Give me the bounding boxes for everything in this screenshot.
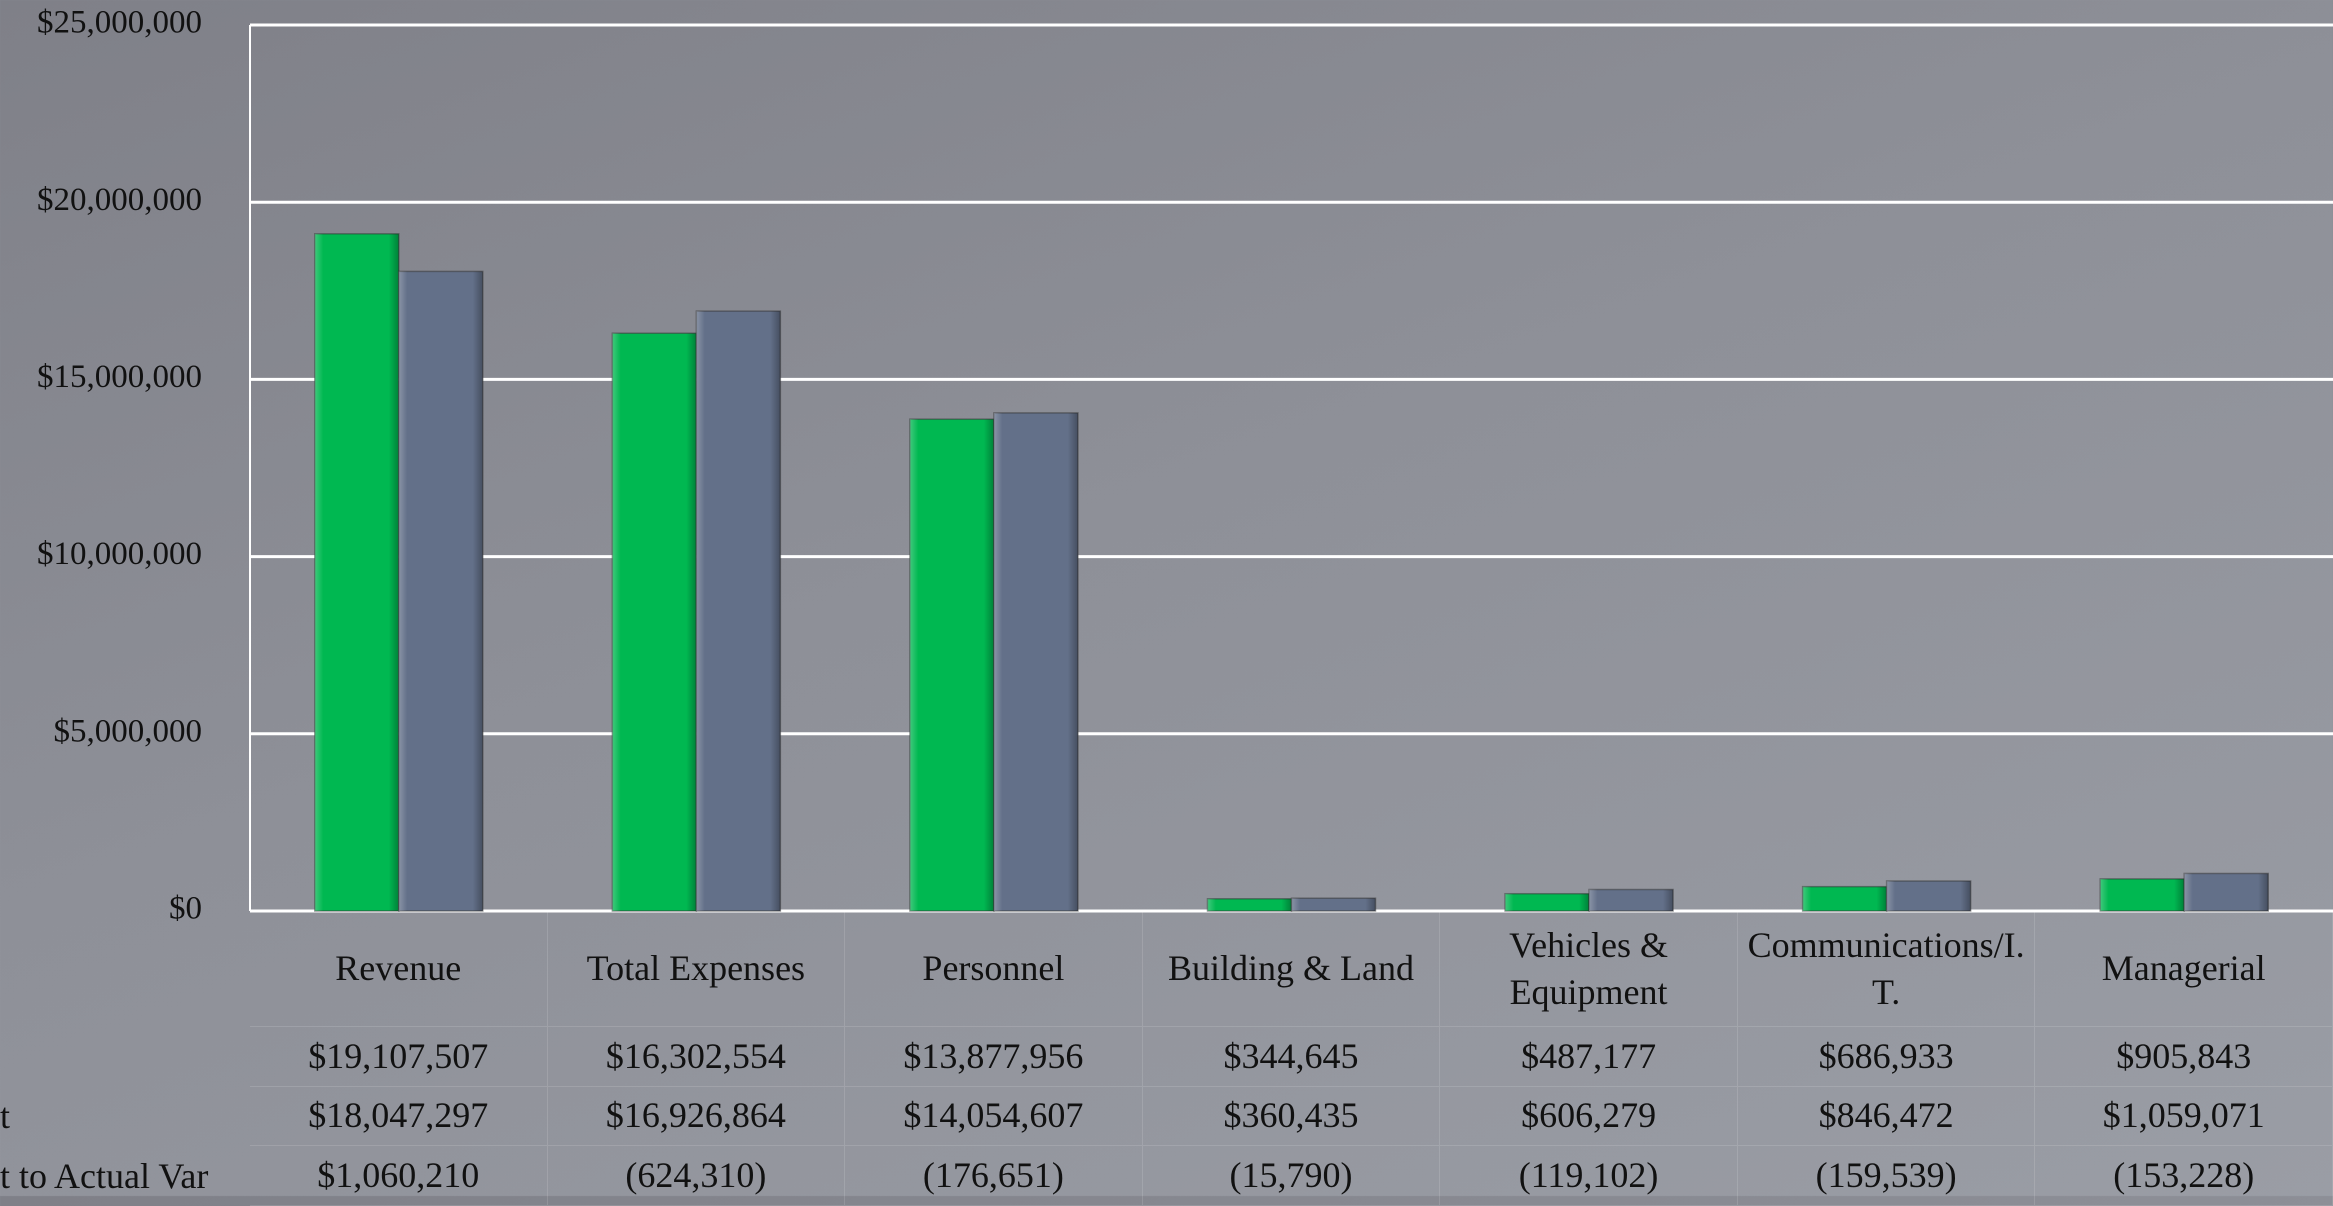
x-tick-label: Total Expenses <box>547 911 846 1027</box>
x-tick-label: Managerial <box>2035 911 2333 1027</box>
table-value: $16,926,864 <box>547 1086 846 1146</box>
bar-shade <box>612 333 697 911</box>
bar-shade <box>993 412 1078 911</box>
table-value: (624,310) <box>547 1146 846 1206</box>
bar-shade <box>1291 898 1376 911</box>
bar-shade <box>1207 898 1292 911</box>
table-value: $846,472 <box>1737 1086 2036 1146</box>
y-tick-label: $25,000,000 <box>37 5 202 41</box>
y-tick-label: $0 <box>169 891 202 927</box>
bar-shade <box>1505 893 1590 911</box>
bar-shade <box>398 271 483 911</box>
table-value: $16,302,554 <box>547 1027 846 1087</box>
bar-shade <box>2184 873 2269 911</box>
table-value: $360,435 <box>1142 1086 1441 1146</box>
row-label: t <box>0 1096 11 1137</box>
x-tick-label: Personnel <box>845 911 1143 1027</box>
table-value: $19,107,507 <box>250 1027 548 1087</box>
bar-shade <box>1886 881 1971 911</box>
table-value: (15,790) <box>1142 1146 1441 1206</box>
y-tick-label: $10,000,000 <box>37 536 202 572</box>
table-value: $13,877,956 <box>845 1027 1143 1087</box>
table-value: (159,539) <box>1737 1146 2036 1206</box>
table-value: $606,279 <box>1440 1086 1738 1146</box>
table-value: $14,054,607 <box>845 1086 1143 1146</box>
bar-shade <box>909 419 994 911</box>
bar-shade <box>1589 889 1674 911</box>
table-value: $905,843 <box>2035 1027 2333 1087</box>
y-tick-label: $20,000,000 <box>37 182 202 218</box>
table-value: $686,933 <box>1737 1027 2036 1087</box>
bar-shade <box>696 311 781 911</box>
row-label: t to Actual Var <box>0 1155 209 1196</box>
x-tick-label: Vehicles & Equipment <box>1440 911 1738 1027</box>
table-value: $18,047,297 <box>250 1086 548 1146</box>
y-tick-label: $15,000,000 <box>37 359 202 395</box>
table-value: $344,645 <box>1142 1027 1441 1087</box>
table-value: $1,059,071 <box>2035 1086 2333 1146</box>
bar-shade <box>314 233 399 911</box>
x-tick-label: Revenue <box>250 911 548 1027</box>
bar-shade <box>2100 878 2185 911</box>
table-value: (176,651) <box>845 1146 1143 1206</box>
bar-shade <box>1802 886 1887 911</box>
table-value: (153,228) <box>2035 1146 2333 1206</box>
x-tick-label: Building & Land <box>1142 911 1441 1027</box>
table-value: $1,060,210 <box>250 1146 548 1206</box>
x-tick-label: Communications/I.T. <box>1737 911 2036 1027</box>
y-tick-label: $5,000,000 <box>54 713 203 749</box>
table-value: $487,177 <box>1440 1027 1738 1087</box>
table-value: (119,102) <box>1440 1146 1738 1206</box>
